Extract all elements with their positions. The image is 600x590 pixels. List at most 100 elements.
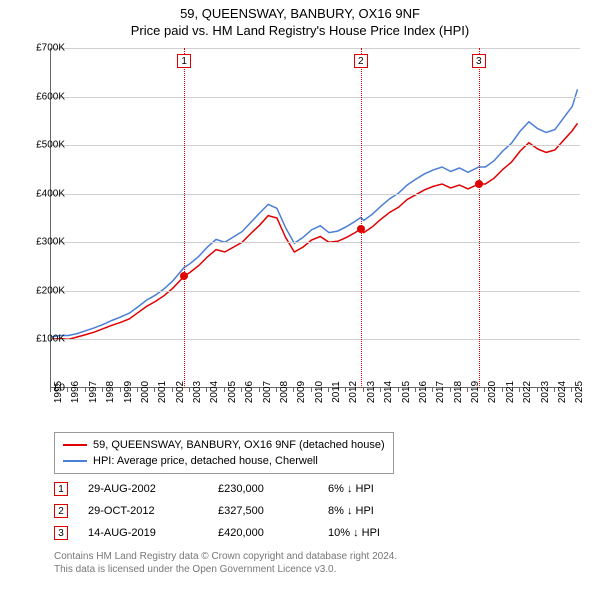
x-axis-label: 2004 [209, 381, 220, 403]
gridline-h [51, 97, 580, 98]
x-axis-label: 2018 [453, 381, 464, 403]
x-axis-tick [502, 388, 503, 392]
sale-price: £327,500 [218, 505, 328, 517]
x-axis-label: 2003 [192, 381, 203, 403]
x-axis-label: 2022 [522, 381, 533, 403]
x-axis-label: 1998 [105, 381, 116, 403]
x-axis-label: 2019 [470, 381, 481, 403]
sale-pct-vs-hpi: 8% ↓ HPI [328, 505, 438, 517]
x-axis-tick [345, 388, 346, 392]
event-marker-line [479, 48, 480, 388]
x-axis-tick [432, 388, 433, 392]
x-axis-label: 2024 [557, 381, 568, 403]
x-axis-label: 2025 [574, 381, 585, 403]
x-axis-label: 2005 [227, 381, 238, 403]
legend-row-property: 59, QUEENSWAY, BANBURY, OX16 9NF (detach… [63, 437, 385, 453]
x-axis-label: 1996 [70, 381, 81, 403]
legend-label-property: 59, QUEENSWAY, BANBURY, OX16 9NF (detach… [93, 439, 385, 451]
event-marker-dot [357, 225, 365, 233]
event-marker-line [184, 48, 185, 388]
x-axis-label: 2015 [401, 381, 412, 403]
event-marker-box: 3 [472, 54, 486, 68]
x-axis-label: 2017 [435, 381, 446, 403]
x-axis-tick [380, 388, 381, 392]
y-axis-label: £300K [36, 237, 65, 248]
x-axis-tick [102, 388, 103, 392]
sale-pct-vs-hpi: 10% ↓ HPI [328, 527, 438, 539]
chart-plot-area: 1 2 3 [50, 48, 580, 388]
x-axis-tick [189, 388, 190, 392]
y-axis-label: £700K [36, 43, 65, 54]
sale-index-box: 2 [54, 504, 68, 518]
gridline-h [51, 339, 580, 340]
event-marker-box: 2 [354, 54, 368, 68]
event-marker-dot [180, 272, 188, 280]
footer-line-2: This data is licensed under the Open Gov… [54, 563, 397, 576]
x-axis-tick [293, 388, 294, 392]
x-axis-label: 2001 [157, 381, 168, 403]
sales-table: 129-AUG-2002£230,0006% ↓ HPI 2 29-OCT-2012… [54, 478, 438, 544]
x-axis-tick [311, 388, 312, 392]
x-axis-tick [172, 388, 173, 392]
x-axis-label: 2021 [505, 381, 516, 403]
gridline-h [51, 145, 580, 146]
x-axis-label: 2008 [279, 381, 290, 403]
x-axis-tick [484, 388, 485, 392]
x-axis-label: 2020 [487, 381, 498, 403]
title-sub: Price paid vs. HM Land Registry's House … [0, 23, 600, 38]
x-axis-label: 2006 [244, 381, 255, 403]
x-axis-tick [67, 388, 68, 392]
footer-line-1: Contains HM Land Registry data © Crown c… [54, 550, 397, 563]
sale-date: 29-OCT-2012 [88, 505, 218, 517]
sale-index-box: 3 [54, 526, 68, 540]
y-axis-label: £200K [36, 285, 65, 296]
gridline-h [51, 48, 580, 49]
x-axis-label: 2007 [262, 381, 273, 403]
x-axis-tick [85, 388, 86, 392]
sale-date: 14-AUG-2019 [88, 527, 218, 539]
x-axis-tick [363, 388, 364, 392]
sale-price: £230,000 [218, 483, 328, 495]
gridline-h [51, 242, 580, 243]
y-axis-label: £100K [36, 334, 65, 345]
series-line-hpi [51, 89, 578, 337]
sale-price: £420,000 [218, 527, 328, 539]
y-axis-label: £400K [36, 188, 65, 199]
legend-label-hpi: HPI: Average price, detached house, Cher… [93, 455, 318, 467]
sale-index-box: 1 [54, 482, 68, 496]
x-axis-label: 1995 [53, 381, 64, 403]
x-axis-label: 2002 [175, 381, 186, 403]
x-axis-tick [206, 388, 207, 392]
legend-box: 59, QUEENSWAY, BANBURY, OX16 9NF (detach… [54, 432, 394, 474]
y-axis-label: £500K [36, 140, 65, 151]
x-axis-tick [241, 388, 242, 392]
x-axis-label: 2023 [540, 381, 551, 403]
x-axis-tick [519, 388, 520, 392]
event-marker-line [361, 48, 362, 388]
x-axis-label: 1999 [123, 381, 134, 403]
x-axis-label: 2012 [348, 381, 359, 403]
legend-row-hpi: HPI: Average price, detached house, Cher… [63, 453, 385, 469]
gridline-h [51, 194, 580, 195]
event-marker-dot [475, 180, 483, 188]
x-axis-label: 2013 [366, 381, 377, 403]
sale-row: 3 14-AUG-2019£420,00010% ↓ HPI [54, 522, 438, 544]
x-axis-tick [571, 388, 572, 392]
x-axis-label: 2009 [296, 381, 307, 403]
sale-row: 2 29-OCT-2012£327,5008% ↓ HPI [54, 500, 438, 522]
event-marker-box: 1 [177, 54, 191, 68]
y-axis-label: £600K [36, 91, 65, 102]
sale-row: 129-AUG-2002£230,0006% ↓ HPI [54, 478, 438, 500]
x-axis-tick [154, 388, 155, 392]
x-axis-tick [259, 388, 260, 392]
chart-lines-svg [51, 48, 581, 388]
x-axis-tick [328, 388, 329, 392]
chart-container: 59, QUEENSWAY, BANBURY, OX16 9NF Price p… [0, 0, 600, 590]
sale-pct-vs-hpi: 6% ↓ HPI [328, 483, 438, 495]
x-axis-tick [137, 388, 138, 392]
x-axis-tick [415, 388, 416, 392]
title-main: 59, QUEENSWAY, BANBURY, OX16 9NF [0, 6, 600, 21]
x-axis-label: 2016 [418, 381, 429, 403]
x-axis-label: 2011 [331, 381, 342, 403]
x-axis-tick [276, 388, 277, 392]
